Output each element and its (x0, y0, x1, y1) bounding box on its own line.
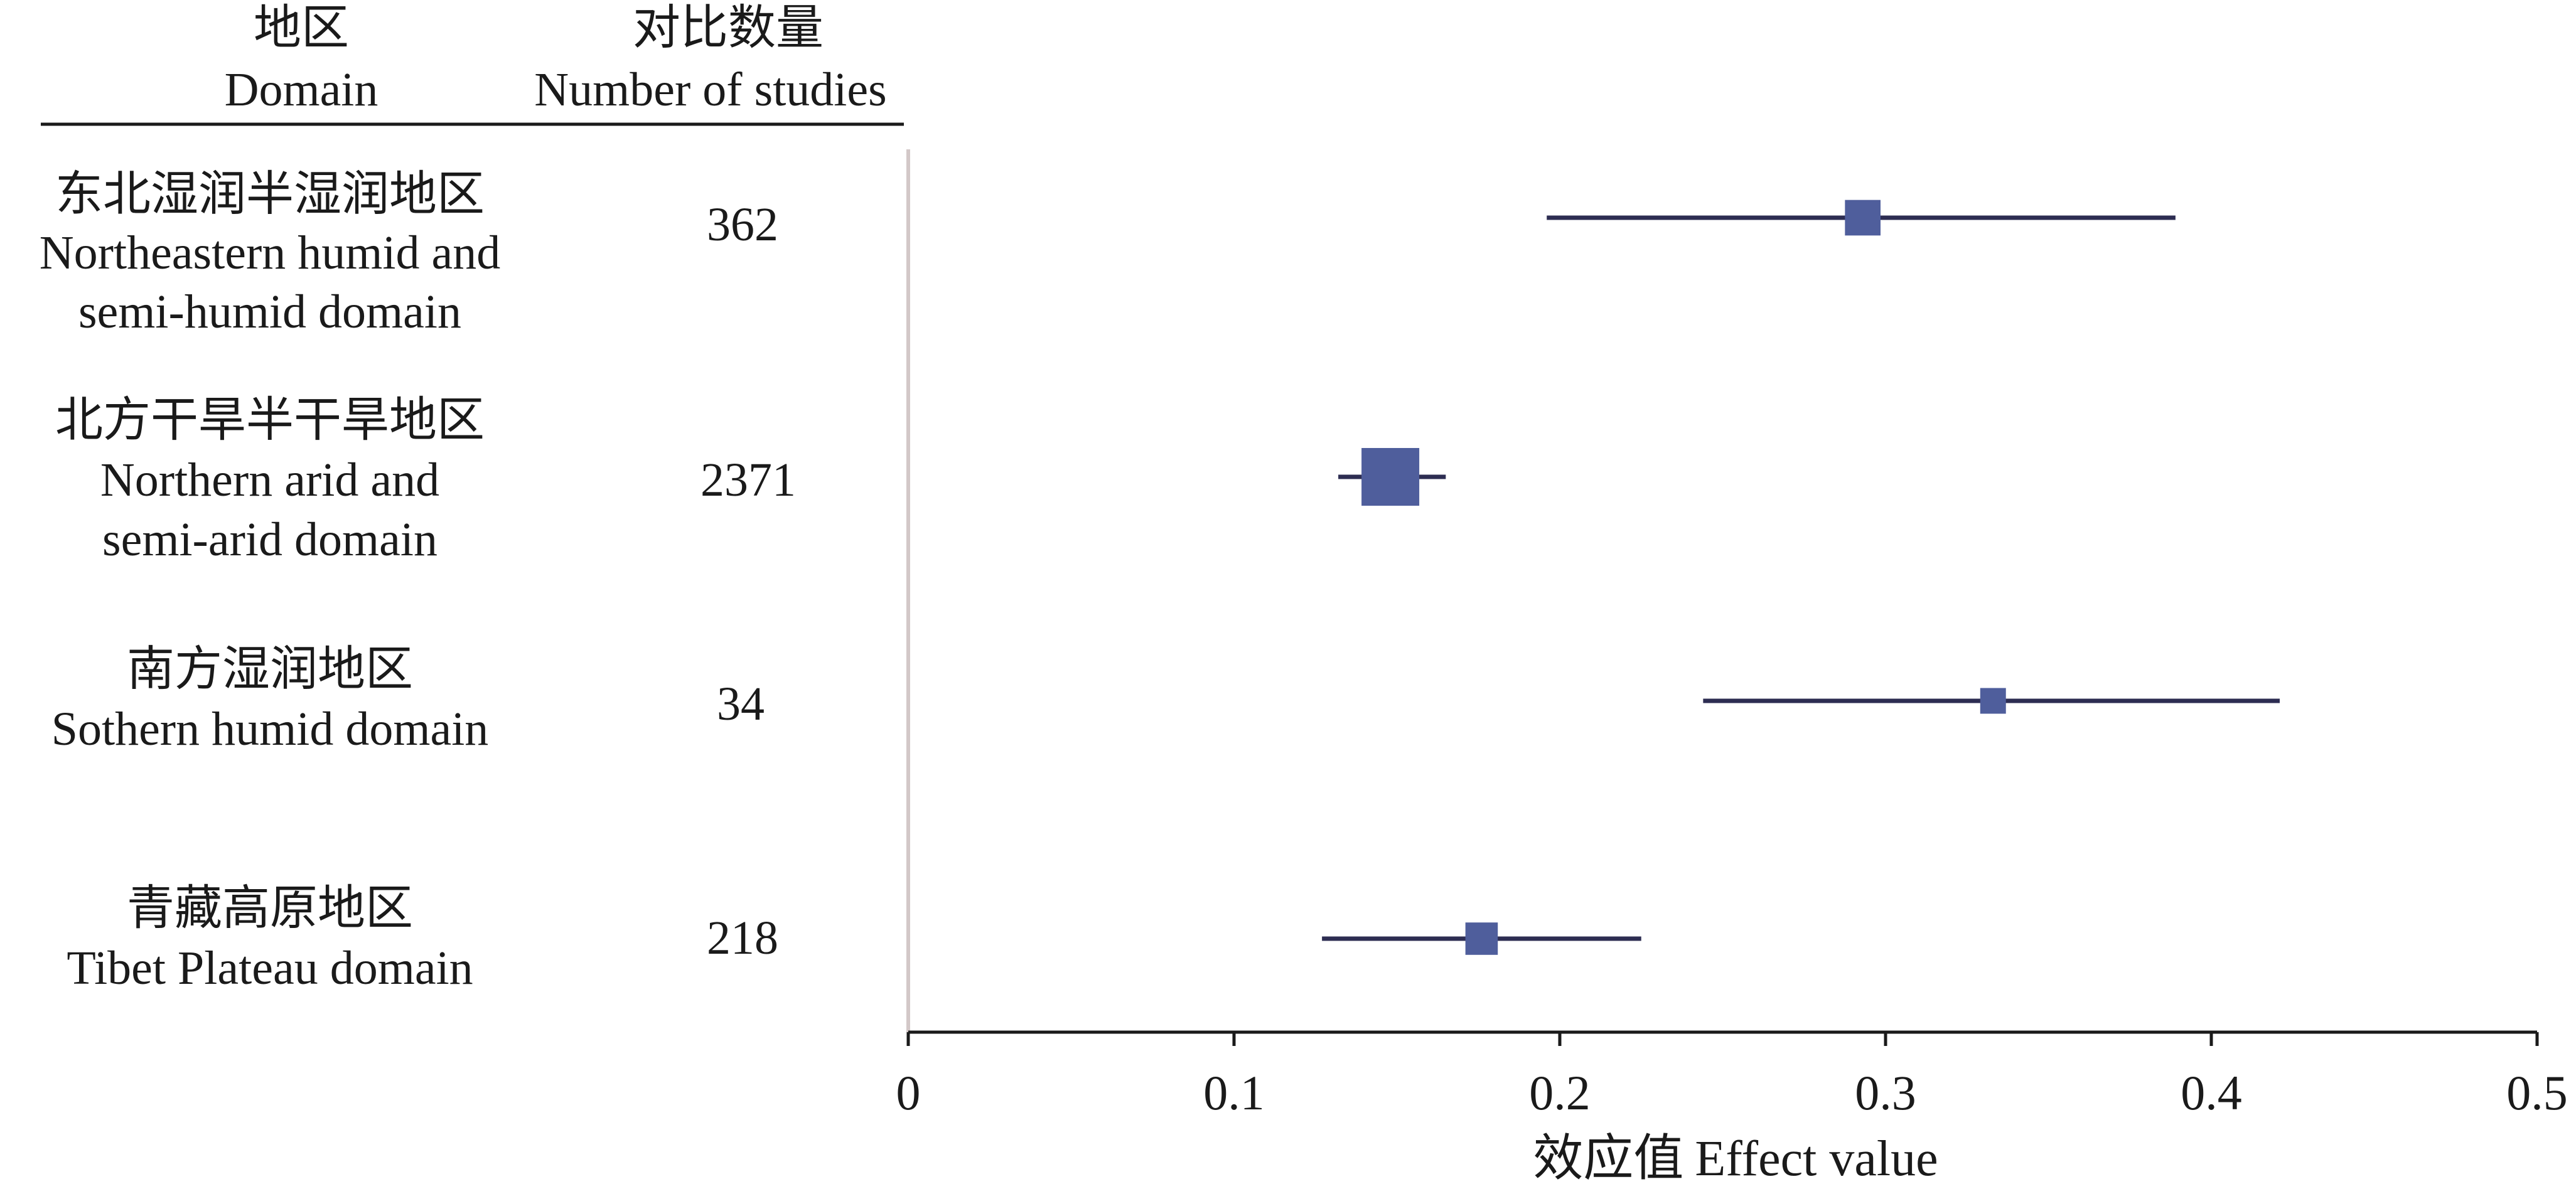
domain-name-cn: 南方湿润地区 (127, 643, 413, 696)
effect-marker (1465, 922, 1498, 955)
row-label: 青藏高原地区 Tibet Plateau domain 218 (67, 882, 778, 995)
domain-name-en: Tibet Plateau domain (67, 942, 473, 995)
domain-header-cn: 地区 (254, 2, 349, 55)
row-label: 南方湿润地区 Sothern humid domain 34 (51, 643, 765, 755)
row-label: 北方干旱半干旱地区 Northern arid and semi-arid do… (55, 394, 796, 566)
table-header: 地区 Domain 对比数量 Number of studies (41, 2, 904, 126)
study-count: 218 (707, 912, 778, 964)
domain-header-en: Domain (225, 63, 378, 116)
x-tick-label: 0.1 (1203, 1065, 1265, 1120)
study-count: 362 (707, 198, 778, 251)
count-header-en: Number of studies (534, 63, 886, 116)
count-header-cn: 对比数量 (633, 2, 824, 55)
study-count: 2371 (700, 454, 796, 506)
x-tick-label: 0 (896, 1065, 921, 1120)
x-tick-label: 0.4 (2181, 1065, 2242, 1120)
x-axis-ticks: 0 0.1 0.2 0.3 0.4 0.5 (896, 1032, 2568, 1120)
effect-marks (1322, 200, 2280, 955)
x-axis-label: 效应值 Effect value (1533, 1131, 1938, 1184)
x-axis-label-cn: 效应值 (1533, 1131, 1683, 1184)
row-labels: 东北湿润半湿润地区 Northeastern humid and semi-hu… (40, 168, 796, 995)
domain-name-en: semi-humid domain (78, 285, 461, 338)
x-tick-label: 0.3 (1855, 1065, 1916, 1120)
domain-name-cn: 北方干旱半干旱地区 (55, 394, 485, 447)
domain-name-cn: 青藏高原地区 (127, 882, 413, 935)
study-count: 34 (717, 678, 765, 730)
domain-name-en: Northeastern humid and (40, 227, 500, 279)
row-label: 东北湿润半湿润地区 Northeastern humid and semi-hu… (40, 168, 778, 338)
x-axis-label-en: Effect value (1695, 1131, 1938, 1184)
domain-name-en: semi-arid domain (102, 513, 437, 566)
domain-name-en: Sothern humid domain (51, 703, 489, 755)
effect-marker (1845, 200, 1881, 236)
domain-name-cn: 东北湿润半湿润地区 (55, 168, 485, 221)
x-tick-label: 0.2 (1529, 1065, 1591, 1120)
x-tick-label: 0.5 (2506, 1065, 2568, 1120)
effect-marker (1980, 688, 2006, 714)
effect-marker (1361, 448, 1420, 506)
domain-name-en: Northern arid and (100, 454, 439, 506)
